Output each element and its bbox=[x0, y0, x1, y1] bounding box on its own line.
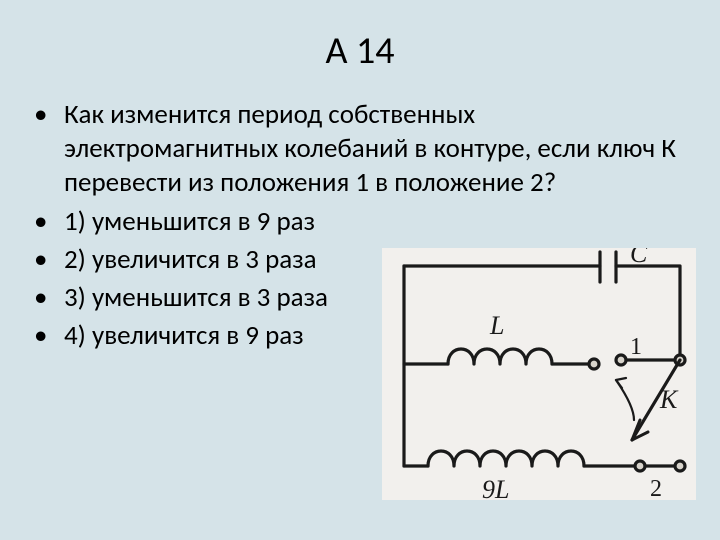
options-list: 1) уменьшится в 9 раз 2) увеличится в 3 … bbox=[60, 205, 390, 352]
circuit-diagram: C L 9L 1 2 K bbox=[382, 248, 696, 500]
label-inductor-9L: 9L bbox=[482, 475, 509, 500]
question-text: Как изменится период собственных электро… bbox=[60, 98, 680, 199]
label-inductor-L: L bbox=[489, 311, 504, 340]
option-4: 4) увеличится в 9 раз bbox=[60, 319, 390, 353]
label-pos2: 2 bbox=[650, 476, 662, 500]
label-pos1: 1 bbox=[630, 334, 642, 360]
label-switch-K: K bbox=[659, 385, 679, 414]
option-3: 3) уменьшится в 3 раза bbox=[60, 281, 390, 315]
option-1: 1) уменьшится в 9 раз bbox=[60, 205, 390, 239]
label-capacitor: C bbox=[630, 248, 648, 268]
page-title: А 14 bbox=[0, 0, 720, 98]
option-2: 2) увеличится в 3 раза bbox=[60, 243, 390, 277]
